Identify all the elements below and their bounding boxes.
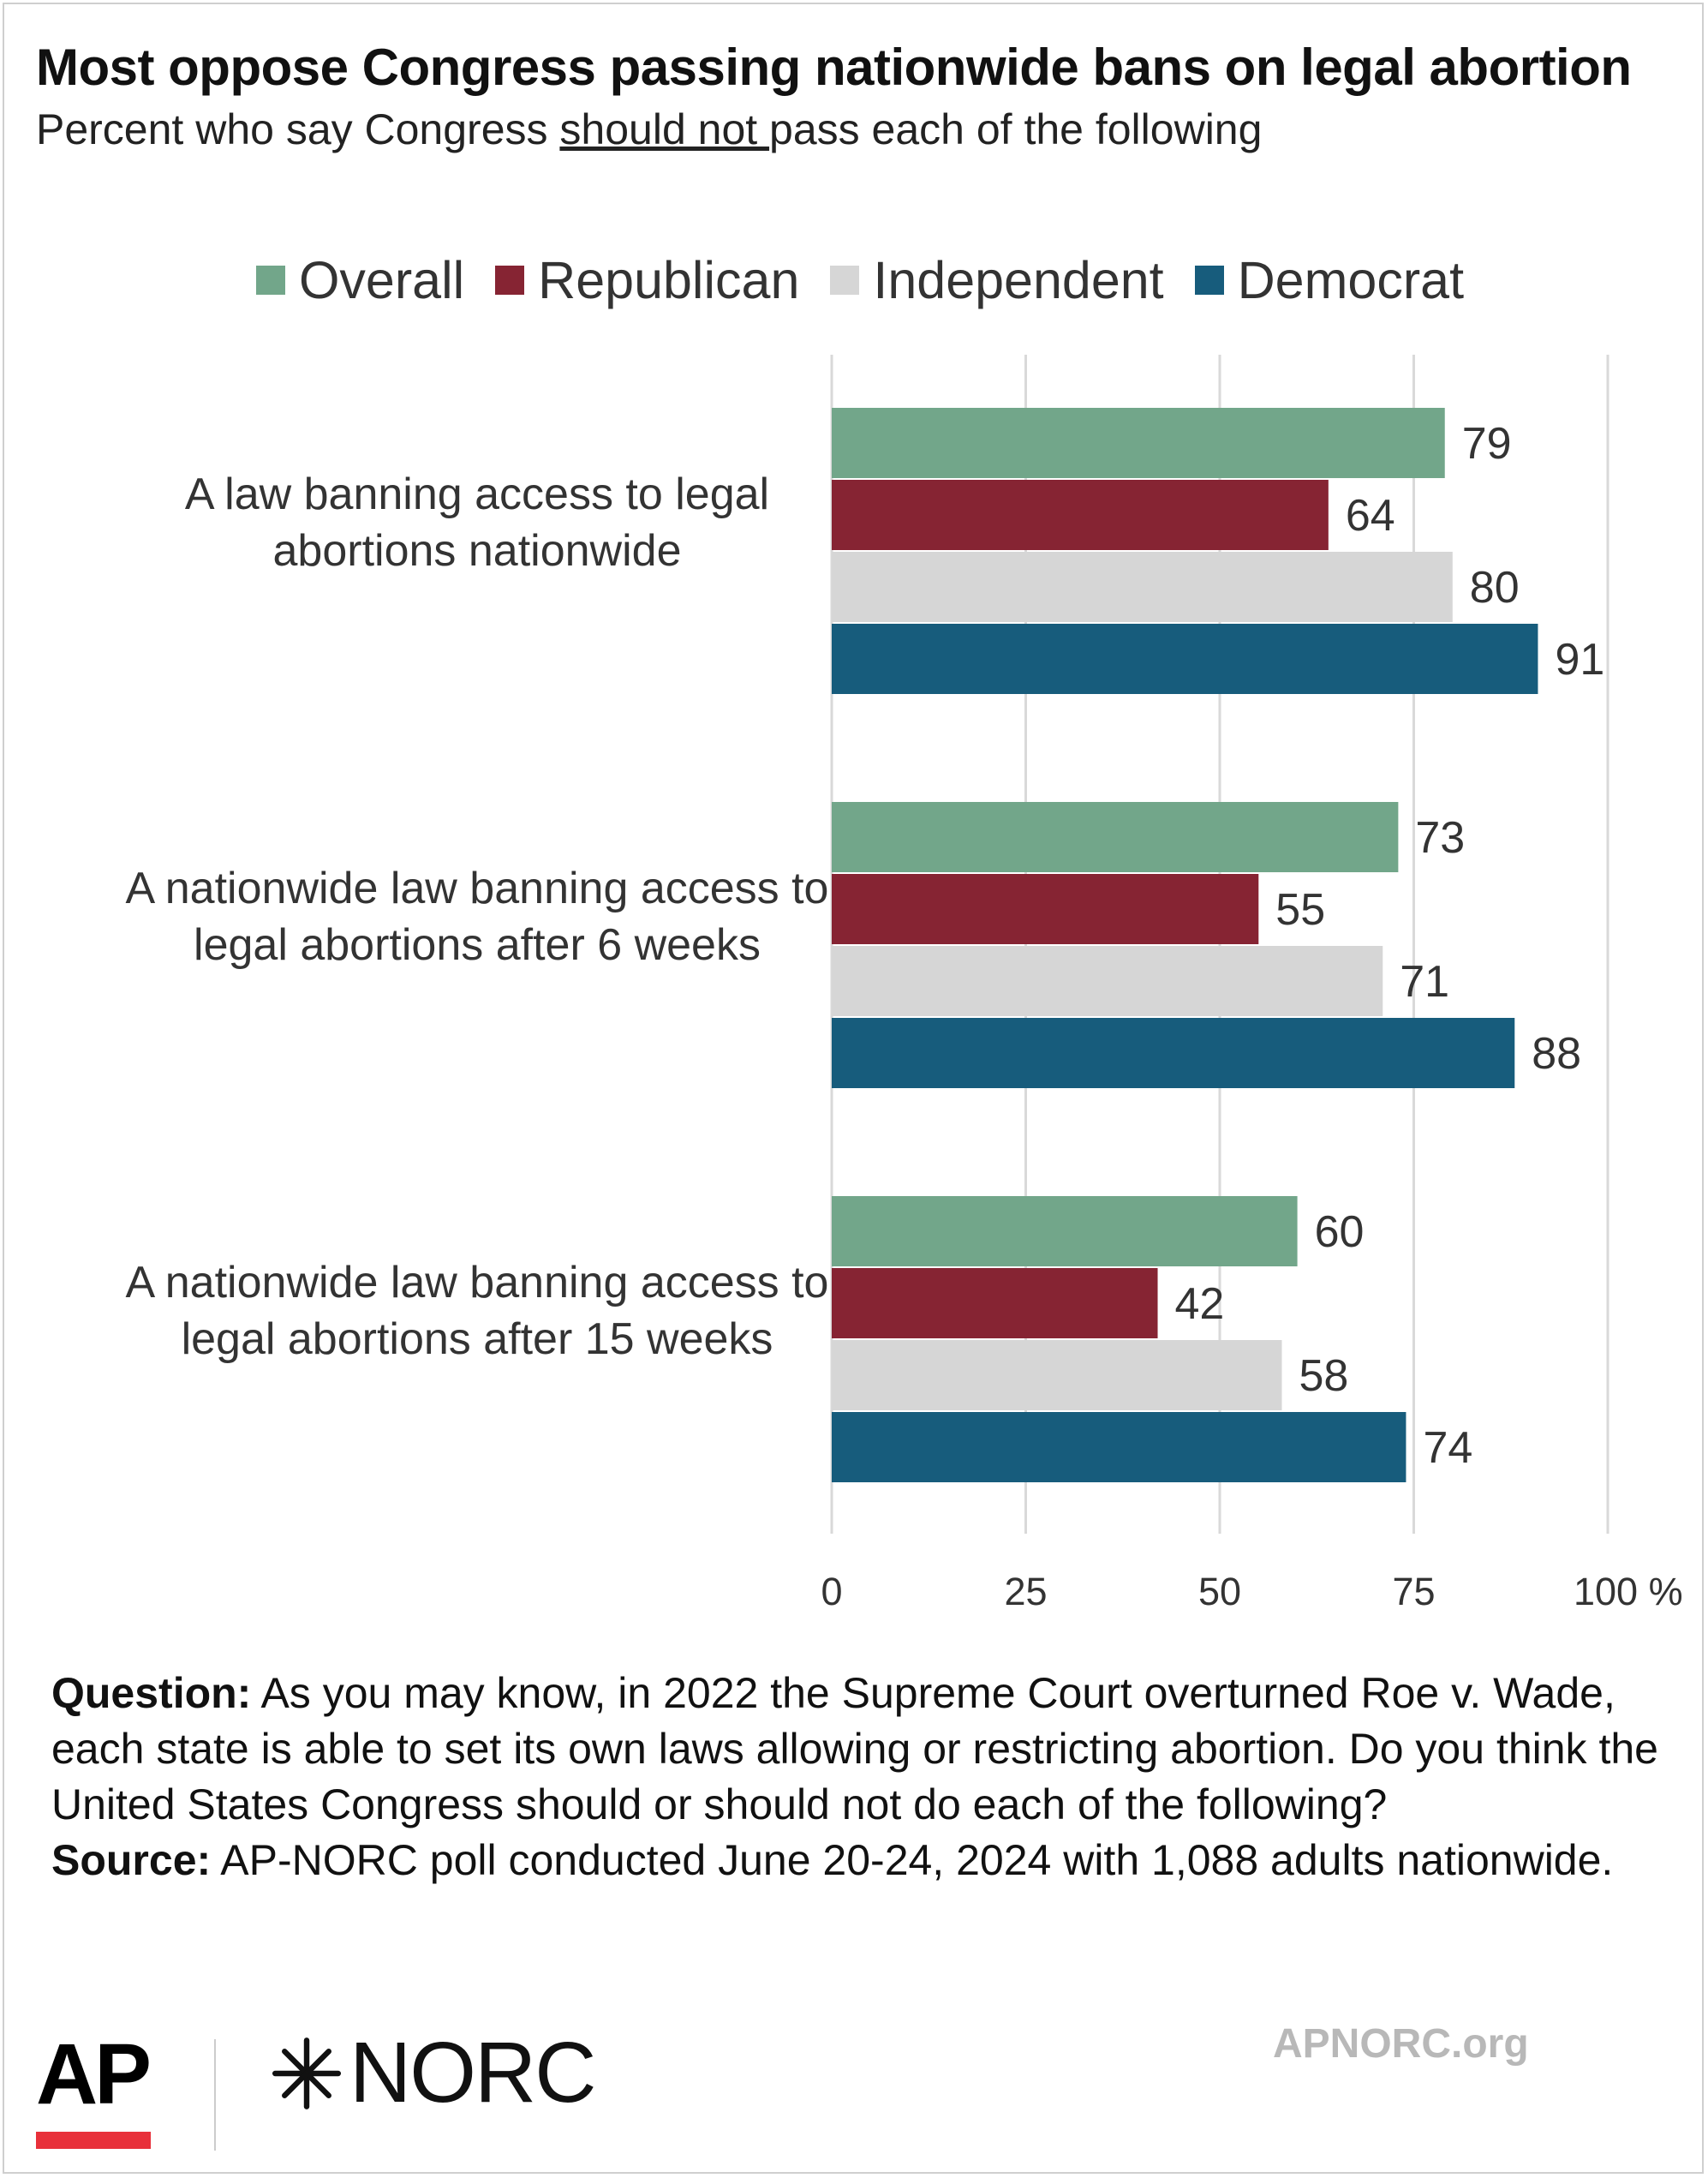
norc-logo: NORC — [267, 2024, 596, 2122]
legend-label-democrat: Democrat — [1237, 251, 1465, 309]
bar-chart: 79 64 80 91 A law banning access to legal abo… — [126, 355, 1683, 1613]
value-label-democrat-3: 74 — [1423, 1423, 1472, 1473]
question-text: As you may know, in 2022 the Supreme Cou… — [51, 1669, 1658, 1828]
bar-independent-1 — [832, 552, 1453, 622]
legend-label-republican: Republican — [538, 251, 800, 309]
value-label-independent-2: 71 — [1400, 957, 1449, 1007]
bar-republican-3 — [832, 1268, 1158, 1338]
bar-republican-2 — [832, 874, 1259, 944]
bar-overall-3 — [832, 1196, 1298, 1266]
x-tick-label-0: 0 — [821, 1570, 842, 1613]
legend-item-overall: Overall — [255, 250, 465, 310]
category-label-2-line-1: A nationwide law banning access to — [126, 864, 829, 913]
chart-title: Most oppose Congress passing nationwide … — [36, 39, 1632, 96]
value-label-republican-2: 55 — [1275, 885, 1325, 935]
site-url: APNORC.org — [1273, 2021, 1529, 2067]
legend-item-republican: Republican — [495, 250, 799, 310]
subtitle-prefix: Percent who say Congress — [36, 105, 560, 153]
ap-logo: AP — [36, 2026, 152, 2122]
x-tick-label-75: 75 — [1392, 1570, 1435, 1613]
x-tick-label-100: 100 % — [1574, 1570, 1683, 1613]
subtitle-suffix: pass each of the following — [769, 105, 1263, 153]
bar-democrat-2 — [832, 1018, 1515, 1088]
x-tick-label-25: 25 — [1004, 1570, 1047, 1613]
value-label-overall-1: 79 — [1462, 419, 1512, 469]
chart-frame — [3, 3, 1704, 2174]
value-label-republican-3: 42 — [1175, 1279, 1225, 1329]
category-label-1-line-1: A law banning access to legal — [185, 470, 769, 519]
value-label-democrat-2: 88 — [1532, 1029, 1581, 1079]
legend-item-independent: Independent — [830, 250, 1164, 310]
category-label-2-line-2: legal abortions after 6 weeks — [194, 920, 761, 970]
x-tick-label-50: 50 — [1198, 1570, 1241, 1613]
value-label-overall-3: 60 — [1315, 1207, 1365, 1257]
bar-independent-3 — [832, 1340, 1282, 1410]
subtitle-emphasis: should not — [559, 105, 770, 153]
bar-overall-1 — [832, 408, 1445, 478]
legend-swatch-republican — [495, 266, 525, 295]
legend-item-democrat: Democrat — [1194, 250, 1465, 310]
legend-swatch-democrat — [1194, 266, 1224, 295]
legend-label-independent: Independent — [873, 251, 1164, 309]
legend-swatch-overall — [255, 266, 285, 295]
question-label: Question: — [51, 1669, 252, 1717]
bar-democrat-1 — [832, 624, 1538, 694]
bar-republican-1 — [832, 480, 1329, 550]
value-label-independent-3: 58 — [1299, 1351, 1348, 1401]
value-label-overall-2: 73 — [1415, 813, 1465, 863]
value-label-republican-1: 64 — [1346, 491, 1395, 541]
ap-logo-accent-bar — [36, 2132, 151, 2149]
bar-democrat-3 — [832, 1412, 1406, 1482]
legend-swatch-independent — [830, 266, 860, 295]
source-note: Source: AP-NORC poll conducted June 20-2… — [51, 1833, 1662, 1888]
category-label-3-line-2: legal abortions after 15 weeks — [182, 1314, 773, 1364]
category-label-3-line-1: A nationwide law banning access to — [126, 1258, 829, 1307]
norc-logo-text: NORC — [349, 2025, 596, 2121]
source-text: AP-NORC poll conducted June 20-24, 2024 … — [211, 1836, 1614, 1884]
value-label-independent-1: 80 — [1470, 563, 1520, 613]
chart-notes: Question: As you may know, in 2022 the S… — [51, 1666, 1662, 1888]
source-label: Source: — [51, 1836, 212, 1884]
bar-overall-2 — [832, 802, 1399, 872]
bar-independent-2 — [832, 946, 1383, 1016]
question-note: Question: As you may know, in 2022 the S… — [51, 1666, 1662, 1833]
chart-subtitle: Percent who say Congress should not pass… — [36, 105, 1681, 154]
chart-legend: Overall Republican Independent Democrat — [0, 250, 1708, 310]
norc-star-icon — [272, 2037, 342, 2109]
value-label-democrat-1: 91 — [1555, 635, 1604, 685]
logo-divider — [214, 2039, 216, 2151]
legend-label-overall: Overall — [298, 251, 465, 309]
category-label-1-line-2: abortions nationwide — [273, 526, 682, 576]
